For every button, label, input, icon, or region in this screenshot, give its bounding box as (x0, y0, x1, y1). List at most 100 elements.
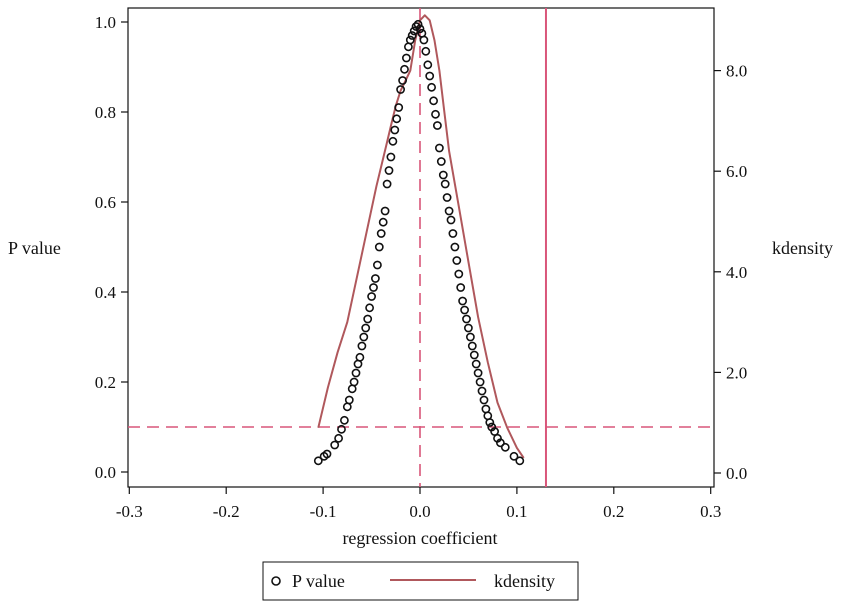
pvalue-point (475, 377, 485, 387)
pvalue-point (363, 314, 373, 324)
points-layer (313, 19, 525, 466)
pvalue-point (467, 341, 477, 351)
pvalue-point (400, 64, 409, 74)
pvalue-point (495, 438, 505, 448)
x-tick-label: 0.2 (603, 502, 624, 521)
pvalue-point (322, 449, 332, 459)
pvalue-point (376, 229, 386, 238)
pvalue-point (392, 114, 402, 124)
pvalue-point (337, 424, 346, 434)
legend-kdensity-label: kdensity (494, 571, 555, 591)
pvalue-point (446, 215, 456, 225)
left-y-tick-label: 0.0 (95, 463, 116, 482)
pvalue-point (479, 395, 489, 405)
right-y-tick-label: 4.0 (726, 263, 747, 282)
right-y-tick-label: 0.0 (726, 464, 747, 483)
pvalue-point (458, 296, 467, 306)
left-y-axis-title: P value (8, 238, 61, 258)
pvalue-point (429, 96, 438, 106)
x-axis-title: regression coefficient (342, 528, 497, 548)
pvalue-point (357, 341, 367, 351)
pvalue-point (434, 143, 444, 153)
pvalue-point (427, 82, 436, 92)
pvalue-point (369, 283, 378, 292)
reference-lines (128, 8, 714, 487)
pvalue-point (442, 193, 452, 202)
pvalue-point (390, 125, 400, 135)
pvalue-point (460, 305, 469, 315)
left-y-tick-label: 1.0 (95, 13, 116, 32)
pvalue-point (396, 85, 405, 94)
pvalue-point (359, 332, 369, 342)
x-tick-label: -0.3 (116, 502, 143, 521)
pvalue-point (440, 179, 450, 189)
pvalue-point (419, 35, 429, 45)
pvalue-point (450, 242, 460, 252)
pvalue-point (382, 179, 392, 189)
pvalue-point (380, 206, 390, 216)
right-y-tick-label: 2.0 (726, 363, 747, 382)
x-tick-label: 0.0 (409, 502, 430, 521)
pvalue-point (370, 274, 380, 283)
kdensity-line (317, 14, 525, 459)
pvalue-point (384, 166, 394, 175)
pvalue-point (339, 415, 349, 425)
pvalue-point (367, 292, 376, 301)
pvalue-point (344, 395, 354, 405)
left-y-tick-label: 0.6 (95, 193, 116, 212)
pvalue-point (463, 323, 473, 333)
pvalue-point (465, 332, 475, 342)
pvalue-point (415, 24, 425, 34)
right-y-tick-label: 8.0 (726, 62, 747, 81)
pvalue-point (421, 46, 431, 56)
pvalue-point (372, 260, 382, 270)
legend: P value kdensity (262, 561, 579, 601)
pvalue-point (462, 314, 471, 324)
pvalue-point (471, 359, 481, 369)
pvalue-point (500, 442, 510, 452)
pvalue-point (456, 283, 466, 292)
pvalue-point (469, 350, 479, 360)
pvalue-point (374, 242, 384, 252)
pvalue-point (386, 152, 396, 162)
pvalue-point (355, 352, 365, 362)
pvalue-point (388, 136, 398, 146)
pvalue-point (423, 60, 433, 70)
x-tick-label: 0.1 (506, 502, 527, 521)
x-tick-label: -0.1 (310, 502, 337, 521)
pvalue-point (394, 103, 404, 112)
pvalue-point (431, 109, 440, 119)
pvalue-point (401, 53, 411, 63)
pvalue-point (485, 418, 495, 427)
pvalue-point (349, 377, 359, 387)
pvalue-point (473, 368, 483, 378)
pvalue-point (477, 386, 487, 396)
pvalue-point (436, 157, 446, 166)
pvalue-point (454, 269, 464, 279)
pvalue-point (351, 368, 361, 378)
x-tick-label: 0.3 (700, 502, 721, 521)
pvalue-point (438, 170, 448, 180)
pvalue-point (407, 31, 417, 40)
pvalue-point (361, 323, 371, 333)
plot-frame (127, 7, 715, 488)
pvalue-point (365, 303, 374, 313)
pvalue-point (452, 256, 462, 265)
legend-pvalue-marker-icon (271, 576, 281, 586)
pvalue-point (413, 19, 423, 29)
left-y-tick-label: 0.8 (95, 103, 116, 122)
pvalue-point (515, 456, 525, 466)
pvalue-point (444, 206, 454, 216)
pvalue-point (334, 433, 343, 443)
pvalue-point (509, 451, 519, 461)
left-y-tick-label: 0.4 (95, 283, 117, 302)
left-y-tick-label: 0.2 (95, 373, 116, 392)
x-tick-label: -0.2 (213, 502, 240, 521)
pvalue-point (405, 35, 415, 45)
pvalue-point (330, 440, 340, 450)
pvalue-point (398, 76, 407, 85)
density-layer (317, 14, 525, 459)
right-y-axis-title: kdensity (772, 238, 833, 258)
pvalue-point (313, 456, 323, 466)
